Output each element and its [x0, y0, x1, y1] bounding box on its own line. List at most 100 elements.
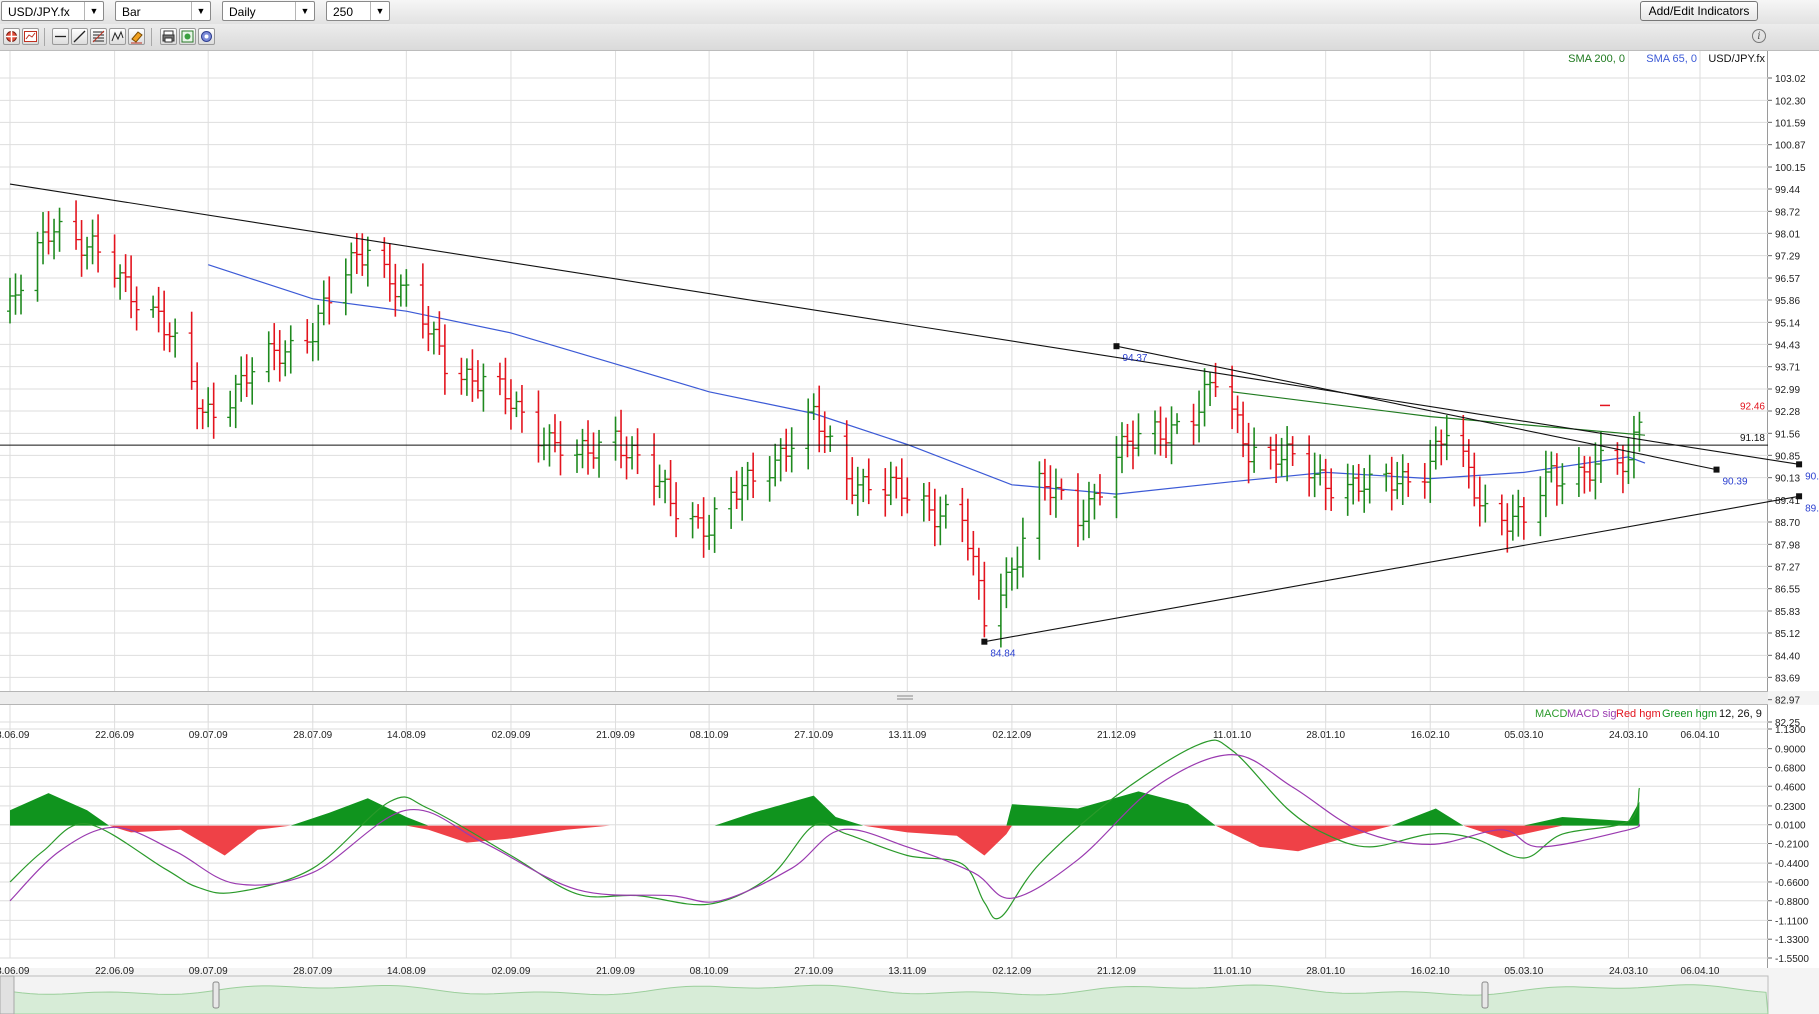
price-bar: [1229, 365, 1236, 430]
pattern-tool-button[interactable]: [109, 28, 126, 45]
price-bar: [1553, 453, 1560, 506]
price-bar: [1394, 461, 1401, 500]
price-bar: [205, 387, 212, 428]
price-bar: [243, 354, 250, 397]
price-bar: [733, 470, 740, 509]
legend-params: 12, 26, 9: [1719, 708, 1762, 720]
trendline-anchor-handle[interactable]: [1113, 343, 1120, 350]
price-bar: [1597, 431, 1604, 483]
chevron-down-icon[interactable]: ▼: [370, 2, 389, 20]
settings-button[interactable]: [198, 28, 215, 45]
fibonacci-tool-button[interactable]: [90, 28, 107, 45]
trendline-tool-button[interactable]: [71, 28, 88, 45]
price-bar: [926, 482, 933, 521]
splitter-grip-icon[interactable]: [897, 695, 913, 700]
price-bar: [271, 323, 278, 371]
legend-sma200: SMA 200, 0: [1568, 53, 1625, 65]
signal-line-layer: [9, 753, 1641, 903]
price-bar: [513, 391, 520, 418]
price-bar: [1085, 481, 1092, 539]
price-y-tick-label: 87.27: [1775, 562, 1800, 573]
price-y-tick-label: 91.56: [1775, 429, 1800, 440]
price-bar: [1152, 410, 1159, 455]
horizontal-line-tool-button[interactable]: [52, 28, 69, 45]
price-bar: [73, 200, 80, 250]
price-bar: [419, 263, 426, 339]
trendline[interactable]: [984, 495, 1800, 643]
crosshair-tool-button[interactable]: [3, 28, 20, 45]
print-button[interactable]: [160, 28, 177, 45]
legend-macd: MACD: [1535, 708, 1567, 720]
legend-sma65: SMA 65, 0: [1646, 53, 1697, 65]
price-bar: [397, 274, 404, 307]
macd-x-tick-label: 11.01.10: [1213, 966, 1252, 977]
navigator-left-handle[interactable]: [212, 981, 220, 1009]
price-bar: [1388, 456, 1395, 511]
crosshair-icon: [6, 31, 17, 42]
price-bar: [673, 482, 680, 538]
price-y-tick-label: 100.87: [1775, 141, 1806, 152]
price-y-tick-label: 88.70: [1775, 518, 1800, 529]
price-bar: [700, 497, 707, 558]
panel-splitter[interactable]: [0, 691, 1768, 705]
price-bar: [304, 319, 311, 354]
price-bar: [1592, 442, 1599, 500]
navigator-right-handle[interactable]: [1481, 981, 1489, 1009]
chevron-down-icon[interactable]: ▼: [84, 2, 103, 20]
navigator-left-scroll[interactable]: [0, 975, 15, 1014]
price-bar: [1614, 442, 1621, 475]
price-bar: [1245, 422, 1252, 484]
price-bar: [1355, 463, 1362, 502]
price-bar: [326, 276, 333, 325]
price-y-tick-label: 92.28: [1775, 407, 1800, 418]
price-bar: [84, 236, 91, 270]
fibonacci-icon: [92, 30, 105, 43]
trendline[interactable]: [1116, 345, 1717, 471]
chart-view-button[interactable]: [22, 28, 39, 45]
interval-select[interactable]: Daily ▼: [222, 1, 315, 21]
macd-y-tick-label: -0.6600: [1775, 878, 1809, 889]
price-bar: [1019, 517, 1026, 578]
price-bar: [1322, 458, 1329, 511]
trendline-anchor-handle[interactable]: [1796, 493, 1803, 500]
eraser-tool-button[interactable]: [128, 28, 145, 45]
price-bar: [436, 311, 443, 355]
toolbar-divider: [151, 28, 152, 46]
horizontal-line-label: 91.18: [1740, 433, 1765, 444]
price-bar: [40, 212, 47, 265]
price-bar: [1212, 362, 1219, 397]
price-bar: [1058, 478, 1065, 500]
symbol-select[interactable]: USD/JPY.fx ▼: [1, 1, 104, 21]
macd-x-tick-label: 03.06.09: [0, 966, 30, 977]
price-y-tick-label: 95.86: [1775, 296, 1800, 307]
add-edit-indicators-button[interactable]: Add/Edit Indicators: [1640, 1, 1758, 21]
chevron-down-icon[interactable]: ▼: [295, 2, 314, 20]
price-bar: [1438, 429, 1445, 466]
chevron-down-icon[interactable]: ▼: [191, 2, 210, 20]
price-bar: [1350, 465, 1357, 505]
price-bar: [750, 452, 757, 499]
trendline-anchor-handle[interactable]: [981, 638, 988, 645]
macd-grid: [0, 705, 1768, 959]
price-bar: [1361, 468, 1368, 513]
price-bar: [1537, 476, 1544, 537]
price-y-tick-label: 89.41: [1775, 496, 1800, 507]
bar-count-select[interactable]: 250 ▼: [326, 1, 390, 21]
trendline-anchor-handle[interactable]: [1796, 461, 1803, 468]
price-bar: [469, 349, 476, 402]
price-bar: [51, 218, 58, 260]
chart-type-select[interactable]: Bar ▼: [115, 1, 211, 21]
trendline-anchor-handle[interactable]: [1713, 466, 1720, 473]
gear-icon: [201, 31, 212, 42]
price-bar: [507, 379, 514, 430]
price-bar: [1542, 450, 1549, 518]
macd-x-tick-label: 02.12.09: [992, 966, 1031, 977]
trendline-layer: 94.37 84.84 90.39 90.56 89.53: [9, 183, 1819, 660]
macd-x-tick-label: 13.11.09: [888, 966, 927, 977]
save-image-button[interactable]: [179, 28, 196, 45]
price-bar: [1052, 468, 1059, 518]
price-bar: [1196, 390, 1203, 443]
info-icon[interactable]: i: [1752, 29, 1766, 43]
trendline[interactable]: [9, 183, 1800, 465]
legend-symbol: USD/JPY.fx: [1708, 53, 1765, 65]
